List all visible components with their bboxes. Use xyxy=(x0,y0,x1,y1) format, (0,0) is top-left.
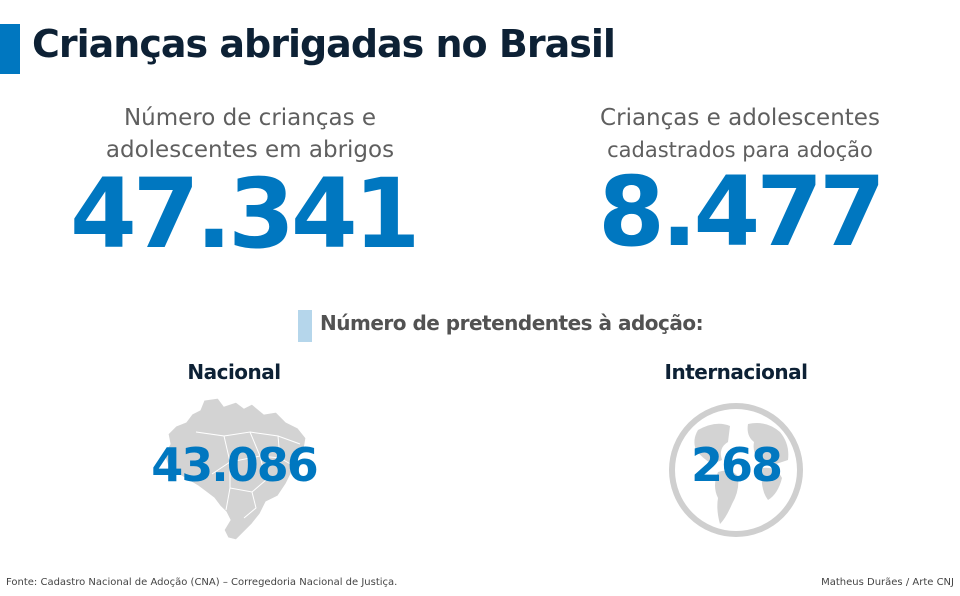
stat-label-abrigos-line1: Número de crianças e xyxy=(123,105,377,131)
stat-label-cadastrados-line2: cadastrados para adoção xyxy=(607,138,873,162)
internacional-label: Internacional xyxy=(664,360,808,384)
stat-label-abrigos-line2: adolescentes em abrigos xyxy=(105,137,395,163)
title-accent-bar xyxy=(0,24,20,74)
stat-value-cadastrados: 8.477 xyxy=(598,156,886,268)
internacional-value: 268 xyxy=(690,438,783,492)
page-title: Crianças abrigadas no Brasil xyxy=(32,22,616,66)
source-note: Fonte: Cadastro Nacional de Adoção (CNA)… xyxy=(6,577,398,588)
credit-note: Matheus Durães / Arte CNJ xyxy=(821,577,954,588)
subheading-accent-bar xyxy=(298,310,312,342)
stat-label-abrigos: Número de crianças e adolescentes em abr… xyxy=(60,102,440,166)
stat-label-cadastrados-line1: Crianças e adolescentes xyxy=(600,105,880,131)
stat-label-cadastrados: Crianças e adolescentes cadastrados para… xyxy=(560,102,920,166)
brazil-outline xyxy=(163,397,307,541)
stat-value-abrigos: 47.341 xyxy=(70,158,420,270)
nacional-label: Nacional xyxy=(187,360,281,384)
globe-icon xyxy=(669,403,803,537)
pretendentes-heading: Número de pretendentes à adoção: xyxy=(320,311,704,335)
brazil-map-icon xyxy=(163,397,307,541)
nacional-value: 43.086 xyxy=(151,438,319,492)
